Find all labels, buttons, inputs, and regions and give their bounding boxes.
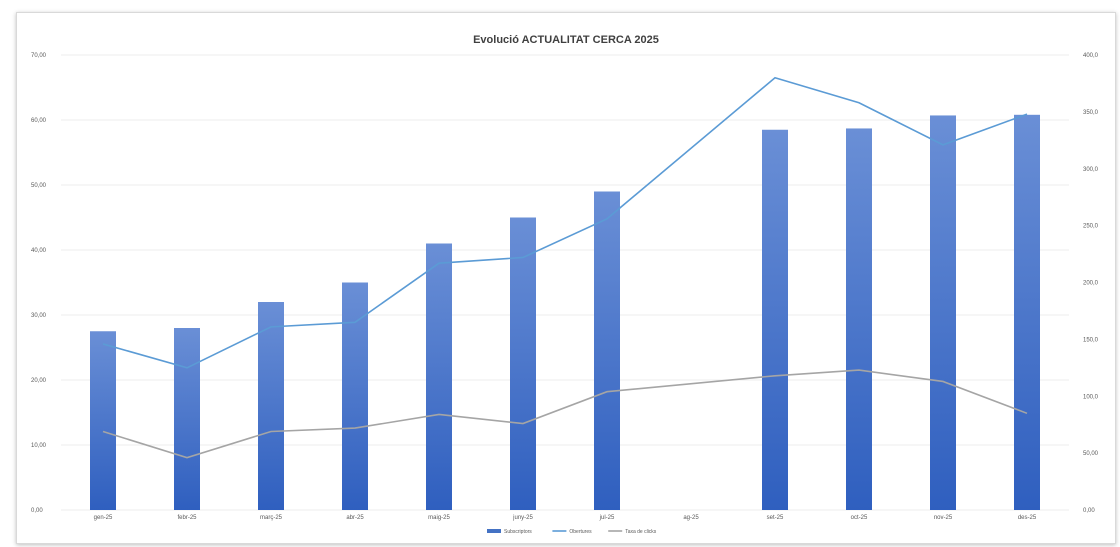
series-line-taxa-de-clicks (102, 369, 1028, 459)
x-tick-label: oct-25 (851, 515, 868, 521)
y-left-tick-label: 60,00 (31, 118, 47, 124)
y-right-tick-label: 250,0 (1083, 224, 1099, 230)
bar (90, 331, 116, 510)
x-tick-label: ag-25 (683, 515, 699, 521)
x-tick-label: juny-25 (512, 515, 533, 521)
y-left-tick-label: 10,00 (31, 443, 47, 449)
y-right-tick-label: 50,00 (1083, 451, 1099, 457)
chart-legend: Subscriptors Obertures Taxa de clicks (487, 529, 657, 535)
y-left-tick-label: 0,00 (31, 508, 43, 514)
y-right-tick-label: 100,0 (1083, 394, 1099, 400)
legend-swatch (487, 529, 501, 533)
y-right-tick-label: 300,0 (1083, 167, 1099, 173)
series-line-obertures (102, 76, 1028, 369)
y-right-tick-label: 0,00 (1083, 508, 1095, 514)
x-tick-label: jul-25 (599, 515, 615, 521)
y-left-tick-label: 30,00 (31, 313, 47, 319)
bar (594, 191, 620, 510)
x-tick-label: maig-25 (428, 515, 450, 521)
combo-chart: Evolució ACTUALITAT CERCA 2025 0,00 10,00… (31, 34, 1099, 535)
y-right-tick-label: 400,0 (1083, 53, 1099, 59)
y-right-tick-label: 350,0 (1083, 110, 1099, 116)
y-left-tick-label: 70,00 (31, 53, 47, 59)
y-left-tick-label: 50,00 (31, 183, 47, 189)
chart-frame: Evolució ACTUALITAT CERCA 2025 0,00 10,00… (16, 12, 1116, 544)
x-tick-label: abr-25 (346, 515, 364, 521)
x-tick-label: febr-25 (177, 515, 197, 521)
y-right-tick-label: 150,0 (1083, 337, 1099, 343)
chart-title: Evolució ACTUALITAT CERCA 2025 (473, 34, 659, 46)
bar (342, 282, 368, 510)
bar (930, 115, 956, 510)
x-tick-label: set-25 (767, 515, 784, 521)
x-tick-label: març-25 (260, 515, 283, 521)
legend-label: Subscriptors (504, 529, 532, 535)
bar (510, 217, 536, 510)
y-left-tick-label: 40,00 (31, 248, 47, 254)
x-tick-label: nov-25 (934, 515, 953, 521)
x-tick-label: des-25 (1018, 515, 1037, 521)
y-left-tick-label: 20,00 (31, 378, 47, 384)
y-right-tick-label: 200,0 (1083, 281, 1099, 287)
bar (846, 128, 872, 510)
bar (426, 243, 452, 510)
bar (174, 328, 200, 510)
bar (1014, 114, 1040, 511)
bar (258, 302, 284, 510)
x-tick-label: gen-25 (94, 515, 113, 521)
legend-label: Taxa de clicks (625, 529, 657, 535)
bar (762, 129, 788, 510)
legend-label: Obertures (569, 529, 592, 535)
